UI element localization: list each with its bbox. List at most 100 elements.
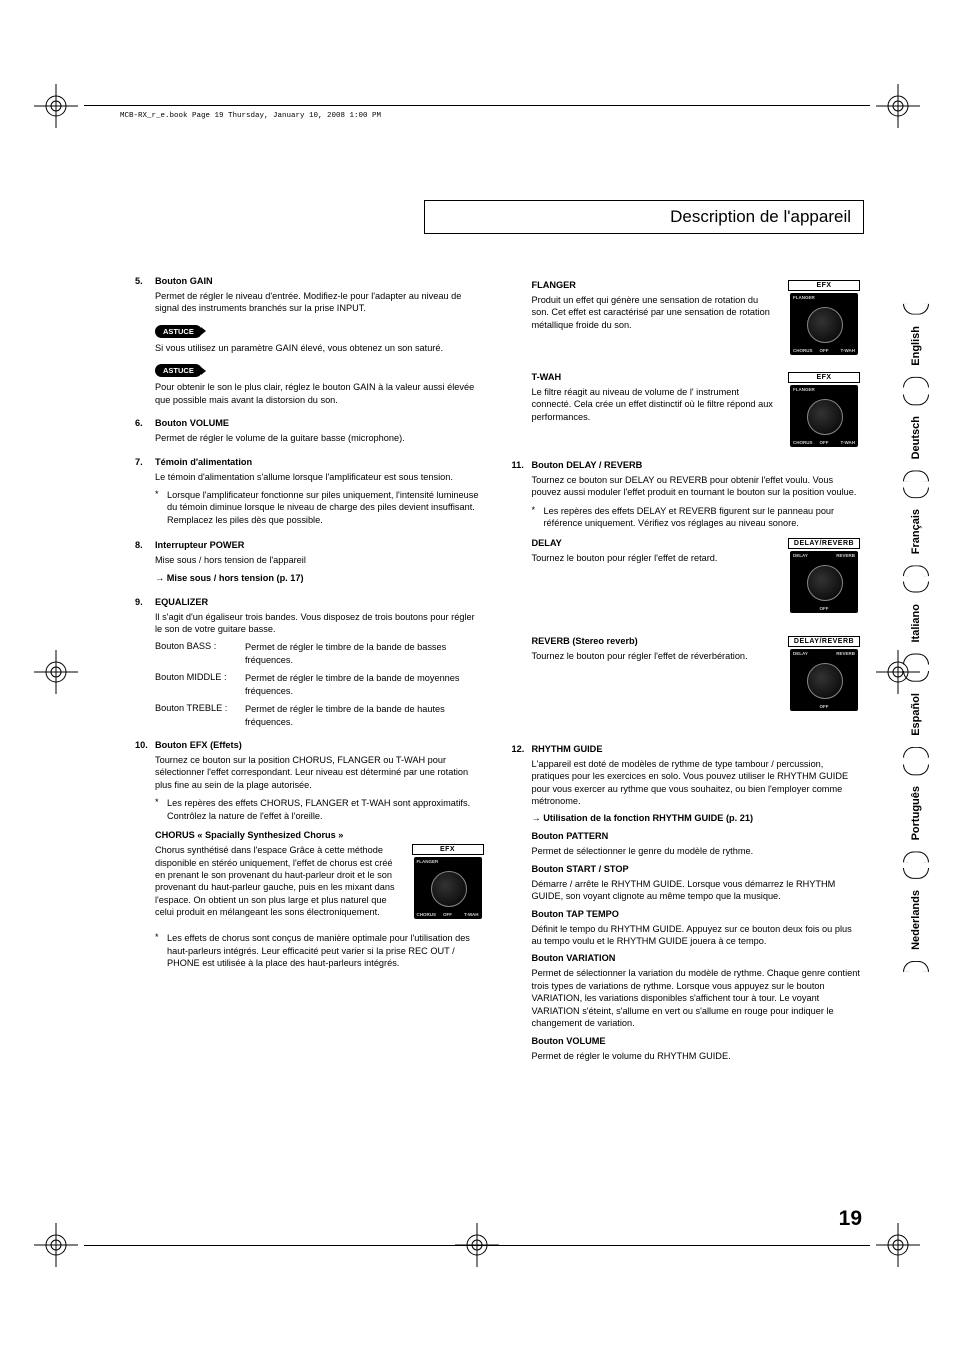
item-number: 8. [135, 540, 155, 590]
reverb-knob: DELAY/REVERB DELAY REVERB OFF [788, 636, 860, 716]
item-11: 11. Bouton DELAY / REVERB Tournez ce bou… [512, 460, 861, 720]
item-text: Permet de régler le volume de la guitare… [155, 432, 484, 444]
tip-badge: ASTUCE [155, 364, 202, 377]
lang-tab-nederlands: Nederlands [908, 884, 924, 956]
rhythm-sub-item: Bouton TAP TEMPO Définit le tempo du RHY… [532, 909, 861, 948]
knob-label: EFX [788, 280, 860, 291]
tip-badge: ASTUCE [155, 325, 202, 338]
knob-label: DELAY/REVERB [788, 538, 860, 549]
item-title: Bouton VOLUME [155, 418, 484, 428]
page-meta: MCB-RX_r_e.book Page 19 Thursday, Januar… [120, 112, 381, 120]
item-7: 7. Témoin d'alimentation Le témoin d'ali… [135, 457, 484, 535]
lang-tab-italiano: Italiano [908, 598, 924, 649]
knob-icon: DELAY REVERB OFF [790, 551, 858, 613]
eq-table: Bouton BASS : Permet de régler le timbre… [155, 641, 484, 728]
bullet-note: * Lorsque l'amplificateur fonctionne sur… [155, 489, 484, 526]
registration-mark-icon [876, 1223, 920, 1267]
item-9: 9. EQUALIZER Il s'agit d'un égaliseur tr… [135, 597, 484, 734]
header-title-box: Description de l'appareil [424, 200, 864, 234]
eq-desc: Permet de régler le timbre de la bande d… [245, 672, 484, 697]
eq-label: Bouton TREBLE : [155, 703, 245, 728]
registration-mark-icon [34, 1223, 78, 1267]
eq-desc: Permet de régler le timbre de la bande d… [245, 641, 484, 666]
eq-label: Bouton MIDDLE : [155, 672, 245, 697]
rhythm-sub-item: Bouton VOLUME Permet de régler le volume… [532, 1036, 861, 1062]
item-title: Bouton DELAY / REVERB [532, 460, 861, 470]
sub-title: Bouton VARIATION [532, 953, 861, 963]
crop-line-top [84, 105, 870, 106]
sub-title: Bouton PATTERN [532, 831, 861, 841]
sub-text: Permet de sélectionner le genre du modèl… [532, 845, 861, 857]
delay-knob: DELAY/REVERB DELAY REVERB OFF [788, 538, 860, 618]
lang-tab-espanol: Español [908, 687, 924, 742]
asterisk-icon: * [155, 932, 167, 969]
section-title: Description de l'appareil [670, 207, 851, 226]
tip-text: Pour obtenir le son le plus clair, régle… [155, 381, 484, 406]
rhythm-sub-item: Bouton VARIATION Permet de sélectionner … [532, 953, 861, 1029]
eq-row: Bouton BASS : Permet de régler le timbre… [155, 641, 484, 666]
item-text: Permet de régler le niveau d'entrée. Mod… [155, 290, 484, 315]
item-title: Bouton EFX (Effets) [155, 740, 484, 750]
left-column: 5. Bouton GAIN Permet de régler le nivea… [135, 276, 484, 1074]
bullet-text: Les effets de chorus sont conçus de mani… [167, 932, 484, 969]
item-title: EQUALIZER [155, 597, 484, 607]
page-number: 19 [839, 1207, 862, 1231]
bullet-note: * Les repères des effets CHORUS, FLANGER… [155, 797, 484, 822]
knob-icon: DELAY REVERB OFF [790, 649, 858, 711]
item-5: 5. Bouton GAIN Permet de régler le nivea… [135, 276, 484, 412]
arrow-ref: Mise sous / hors tension (p. 17) [155, 573, 484, 583]
item-text: Il s'agit d'un égaliseur trois bandes. V… [155, 611, 484, 636]
item-title: Interrupteur POWER [155, 540, 484, 550]
efx-knob-flanger: EFX FLANGER CHORUS T-WAH OFF [788, 280, 860, 360]
item-text: Tournez ce bouton sur DELAY ou REVERB po… [532, 474, 861, 499]
lang-tab-francais: Français [908, 503, 924, 560]
tip-text: Si vous utilisez un paramètre GAIN élevé… [155, 342, 484, 354]
registration-mark-icon [455, 1223, 499, 1267]
item-title: Bouton GAIN [155, 276, 484, 286]
registration-mark-icon [34, 84, 78, 128]
knob-icon: FLANGER CHORUS T-WAH OFF [790, 293, 858, 355]
right-column: EFX FLANGER CHORUS T-WAH OFF FLANGER Pro… [512, 276, 861, 1074]
twah-block: EFX FLANGER CHORUS T-WAH OFF T-WAH Le fi… [512, 372, 861, 456]
registration-mark-icon [34, 650, 78, 694]
item-number: 9. [135, 597, 155, 734]
item-number: 10. [135, 740, 155, 977]
bullet-note: * Les effets de chorus sont conçus de ma… [155, 932, 484, 969]
sub-title: Bouton START / STOP [532, 864, 861, 874]
lang-tab-english: English [908, 320, 924, 372]
knob-icon: FLANGER CHORUS T-WAH OFF [790, 385, 858, 447]
rhythm-sub-item: Bouton START / STOP Démarre / arrête le … [532, 864, 861, 903]
item-number: 12. [512, 744, 532, 1068]
item-text: L'appareil est doté de modèles de rythme… [532, 758, 861, 808]
rhythm-sub-item: Bouton PATTERN Permet de sélectionner le… [532, 831, 861, 857]
bullet-text: Les repères des effets CHORUS, FLANGER e… [167, 797, 484, 822]
item-8: 8. Interrupteur POWER Mise sous / hors t… [135, 540, 484, 590]
eq-row: Bouton MIDDLE : Permet de régler le timb… [155, 672, 484, 697]
sub-text: Définit le tempo du RHYTHM GUIDE. Appuye… [532, 923, 861, 948]
knob-label: DELAY/REVERB [788, 636, 860, 647]
delay-block: DELAY/REVERB DELAY REVERB OFF DELAY Tour… [532, 538, 861, 622]
item-number: 6. [135, 418, 155, 450]
item-text: Tournez ce bouton sur la position CHORUS… [155, 754, 484, 791]
item-title: Témoin d'alimentation [155, 457, 484, 467]
registration-mark-icon [876, 84, 920, 128]
eq-row: Bouton TREBLE : Permet de régler le timb… [155, 703, 484, 728]
item-text: Le témoin d'alimentation s'allume lorsqu… [155, 471, 484, 483]
registration-mark-icon [876, 650, 920, 694]
eq-desc: Permet de régler le timbre de la bande d… [245, 703, 484, 728]
efx-knob-chorus: EFX FLANGER CHORUS T-WAH OFF [412, 844, 484, 924]
knob-label: EFX [412, 844, 484, 855]
item-6: 6. Bouton VOLUME Permet de régler le vol… [135, 418, 484, 450]
flanger-block: EFX FLANGER CHORUS T-WAH OFF FLANGER Pro… [512, 280, 861, 364]
sub-title: Bouton TAP TEMPO [532, 909, 861, 919]
sub-title: Bouton VOLUME [532, 1036, 861, 1046]
item-10: 10. Bouton EFX (Effets) Tournez ce bouto… [135, 740, 484, 977]
language-tabs: English Deutsch Français Italiano Españo… [908, 320, 924, 956]
reverb-block: DELAY/REVERB DELAY REVERB OFF REVERB (St… [532, 636, 861, 720]
asterisk-icon: * [155, 797, 167, 822]
arrow-ref: Utilisation de la fonction RHYTHM GUIDE … [532, 813, 861, 823]
bullet-note: * Les repères des effets DELAY et REVERB… [532, 505, 861, 530]
lang-tab-deutsch: Deutsch [908, 410, 924, 465]
content-area: 5. Bouton GAIN Permet de régler le nivea… [135, 276, 860, 1074]
knob-icon: FLANGER CHORUS T-WAH OFF [414, 857, 482, 919]
